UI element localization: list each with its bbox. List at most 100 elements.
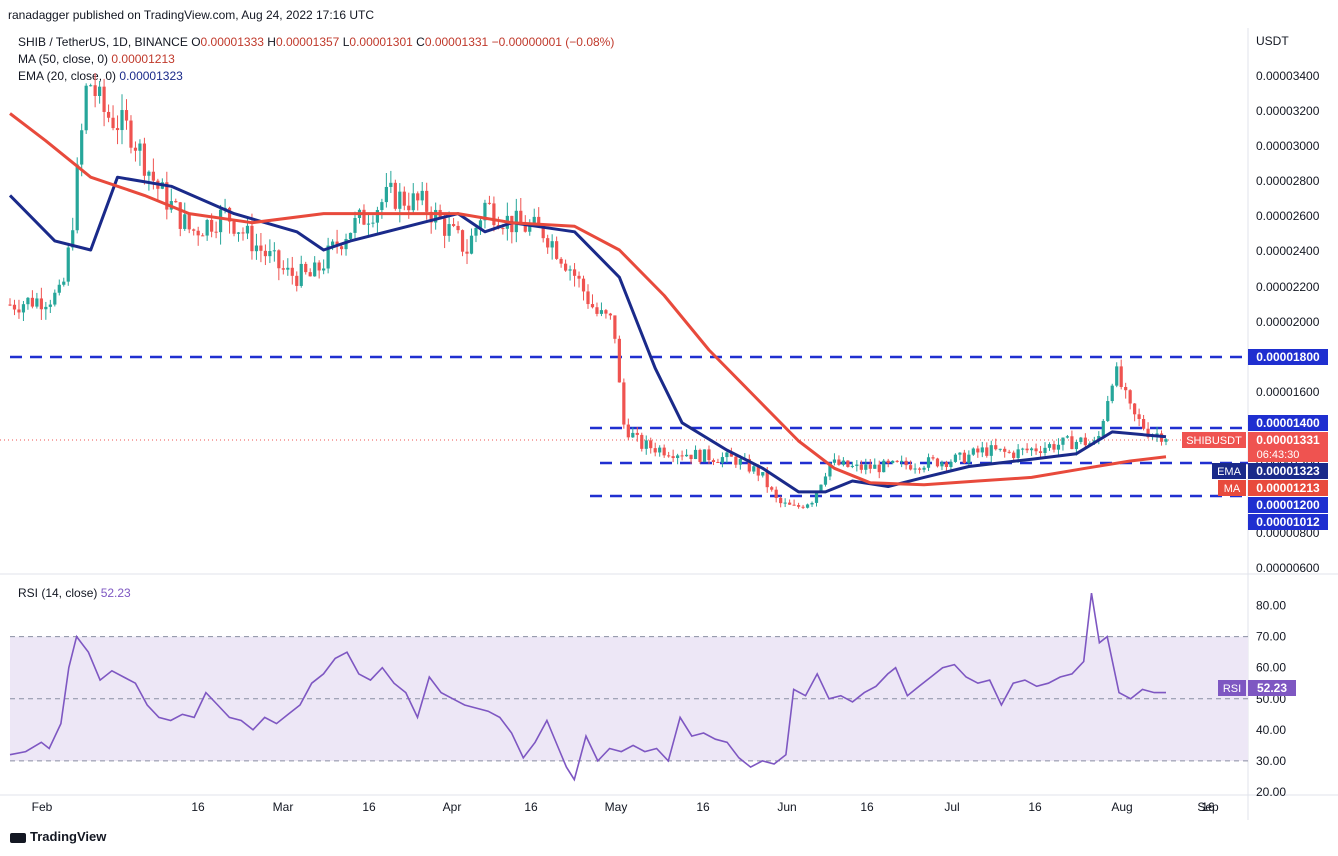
tag-ma-label: MA [1224,483,1241,495]
candle-body [828,462,832,477]
candle-body [667,455,671,457]
candle-body [1012,452,1016,458]
candle-body [299,263,303,286]
candle-body [8,304,12,306]
candle-body [348,232,353,239]
candle-body [1052,444,1056,450]
time-tick-label: Jul [944,800,959,814]
ma-legend-label: MA (50, close, 0) [18,52,109,66]
candle-body [281,268,285,270]
rsi-band [10,636,1248,761]
candle-body [900,460,904,462]
candle-body [151,171,155,181]
candle-body [550,241,554,248]
candle-body [774,489,778,498]
candle-body [456,225,460,231]
candle-body [1128,390,1132,404]
candle-body [622,382,626,425]
ma-line [9,112,1167,487]
candle-body [725,452,729,458]
candle-body [187,214,191,230]
publisher-header: ranadagger published on TradingView.com,… [8,8,375,22]
price-tick-label: 0.00002600 [1256,209,1320,223]
candle-body [1115,366,1119,386]
price-tick-label: 0.00003200 [1256,104,1320,118]
candle-body [478,220,483,228]
price-tick-label: 0.00001600 [1256,385,1320,399]
candle-body [210,219,214,232]
candle-body [572,269,577,276]
candle-body [761,472,765,476]
candle-body [949,461,953,467]
tag-level-1800-text: 0.00001800 [1256,350,1320,364]
time-tick-label: 16 [524,800,538,814]
candle-body [917,468,922,470]
time-tick-label: Feb [32,800,53,814]
candle-body [411,193,415,211]
rsi-tick-label: 70.00 [1256,630,1286,644]
candle-body [447,224,451,236]
candle-body [1029,448,1034,451]
candle-body [469,235,474,254]
candle-body [1079,437,1083,442]
candle-body [994,445,998,450]
time-tick-label: Sep [1197,800,1219,814]
time-tick-label: 16 [1028,800,1042,814]
candle-body [1070,436,1074,450]
candle-body [183,214,187,229]
rsi-tick-label: 20.00 [1256,785,1286,799]
candle-body [80,130,84,165]
candle-body [738,459,742,465]
price-tick-label: 0.00002800 [1256,174,1320,188]
candle-body [218,209,223,233]
candles-layer [8,73,1168,510]
candle-body [66,247,70,282]
candle-body [909,465,913,470]
candle-body [250,225,254,252]
candle-body [1155,433,1159,435]
candle-body [1025,448,1029,451]
tradingview-logo: TradingView [10,829,106,844]
tag-symbol: SHIBUSDT [1182,432,1246,448]
high-value: 0.00001357 [275,35,340,49]
candle-body [375,210,380,223]
candle-body [227,207,232,222]
low-label: L [342,35,350,49]
candle-body [371,222,375,224]
candle-body [308,272,312,277]
candle-body [120,110,124,131]
candle-body [581,278,586,292]
candle-body [971,448,975,455]
tag-level-1012: 0.00001012 [1248,514,1328,530]
candle-body [1119,366,1123,387]
candle-body [366,223,371,225]
candle-body [631,432,635,438]
candle-body [71,230,75,248]
candle-body [613,315,617,339]
time-tick-label: Apr [443,800,462,814]
candle-body [819,484,823,493]
candle-body [304,263,308,273]
candle-body [595,307,599,314]
candle-body [604,310,608,314]
candle-body [57,284,61,293]
candle-body [658,447,662,453]
candle-body [873,464,877,469]
ema-legend: EMA (20, close, 0) 0.00001323 [18,69,183,83]
candle-body [649,440,653,449]
candle-body [671,456,675,459]
candle-body [12,304,17,310]
candle-body [111,117,115,129]
candle-body [537,216,541,226]
ma-legend: MA (50, close, 0) 0.00001213 [18,52,175,66]
candle-body [837,459,841,465]
candle-body [214,231,218,233]
candle-body [1083,437,1087,446]
tag-rsi-label: RSI [1223,683,1241,695]
candle-body [254,245,259,252]
candle-body [931,457,935,459]
symbol-legend: SHIB / TetherUS, 1D, BINANCE O0.00001333… [18,35,614,49]
candle-body [344,238,348,250]
candle-body [702,449,707,462]
